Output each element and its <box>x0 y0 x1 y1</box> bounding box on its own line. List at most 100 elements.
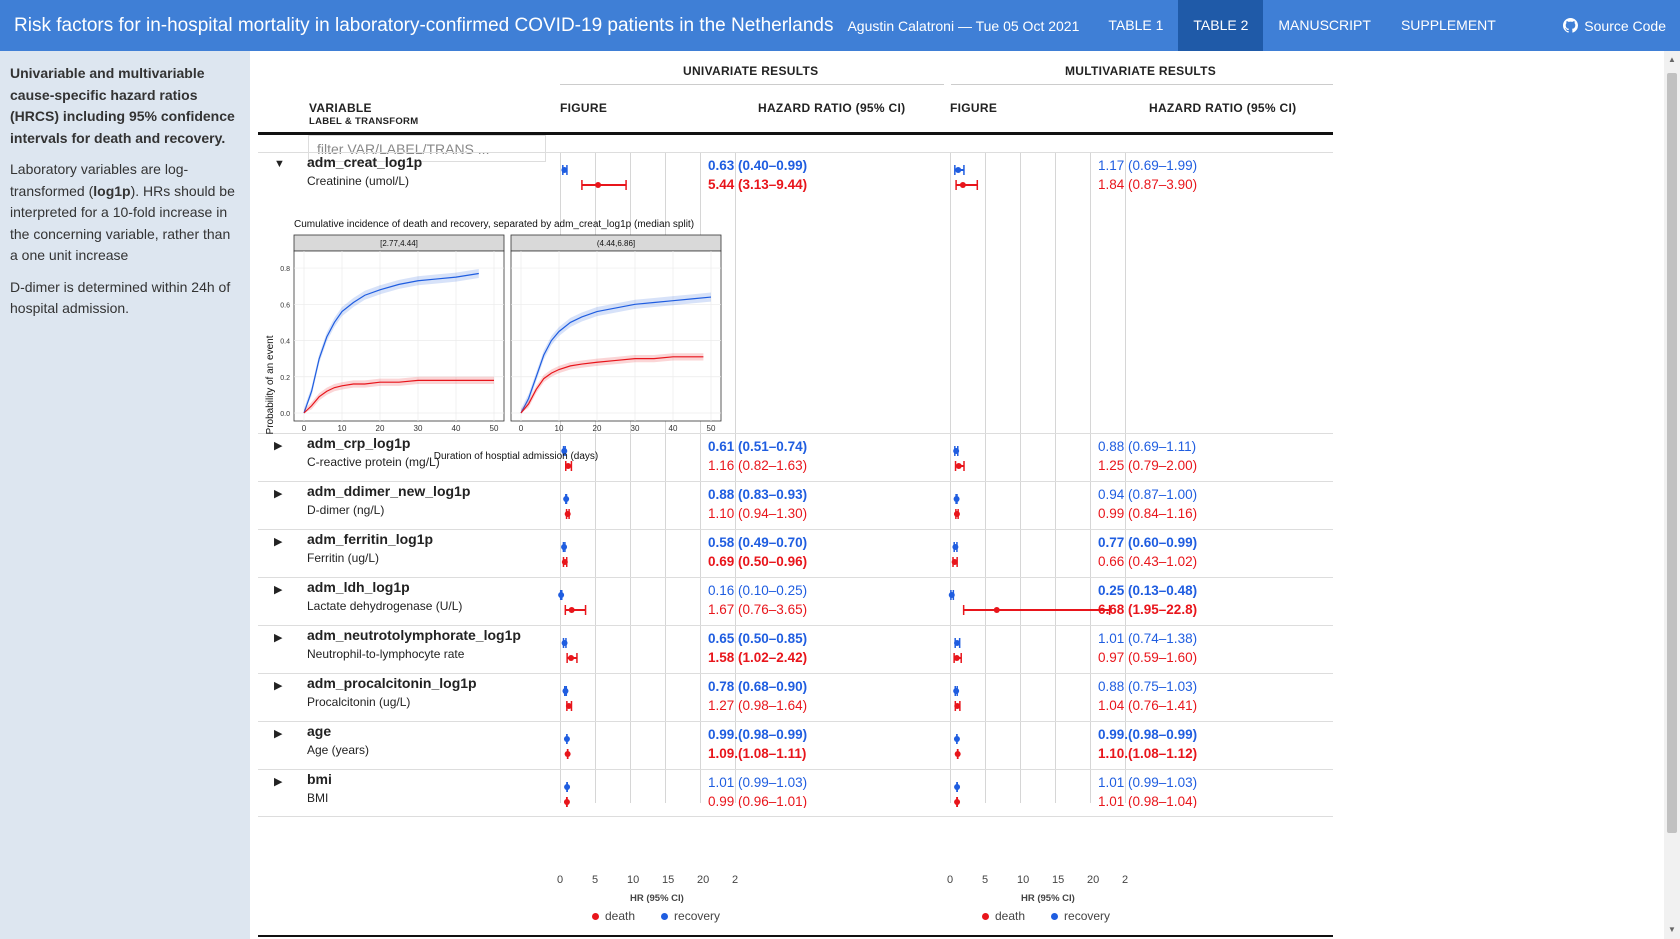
uni-death-hr: 1.16 (0.82–1.63) <box>708 458 808 473</box>
sidebar-note-pre: Laboratory variables are log-transformed… <box>10 161 189 199</box>
expand-toggle-icon[interactable]: ▶ <box>274 728 283 740</box>
nav-link-table1[interactable]: TABLE 1 <box>1108 17 1164 33</box>
uni-forest-plot <box>561 638 578 663</box>
uni-recovery-hr: 0.63 (0.40–0.99) <box>708 158 808 173</box>
expand-toggle-icon[interactable]: ▶ <box>274 776 283 788</box>
scroll-thumb[interactable] <box>1667 73 1677 833</box>
grid-line <box>1125 152 1126 803</box>
scroll-down-icon[interactable]: ▼ <box>1668 925 1676 934</box>
grid-line <box>985 152 986 803</box>
death-point <box>563 799 570 805</box>
legend-death-label: death <box>995 909 1026 923</box>
grid-line <box>950 152 951 803</box>
source-code-link[interactable]: Source Code <box>1563 18 1666 34</box>
nav-link-table2[interactable]: TABLE 2 <box>1178 0 1264 51</box>
sidebar-note-log: Laboratory variables are log-transformed… <box>10 159 240 267</box>
variable-label: Neutrophil-to-lymphocyte rate <box>307 647 465 661</box>
uni-forest-plot <box>563 494 571 519</box>
km-recovery-band <box>521 292 711 413</box>
multi-axis-tick: 15 <box>1052 874 1065 886</box>
col-header-figure-uni: FIGURE <box>560 101 608 115</box>
multi-recovery-hr: 1.01 (0.99–1.03) <box>1098 775 1198 790</box>
row-divider <box>258 529 1333 530</box>
km-death-band <box>304 376 494 413</box>
km-xlabel: Duration of hosptial admission (days) <box>434 451 599 462</box>
multi-forest-plot <box>953 446 965 471</box>
legend-recovery-label: recovery <box>1064 909 1111 923</box>
uni-axis-tick: 2 <box>732 874 739 886</box>
expand-toggle-icon[interactable]: ▶ <box>274 440 283 452</box>
km-x-tick: 10 <box>338 424 347 433</box>
variable-name: adm_ferritin_log1p <box>307 531 434 547</box>
group-divider-multi <box>951 84 1333 85</box>
recovery-point <box>563 496 570 502</box>
nav-link-manuscript[interactable]: MANUSCRIPT <box>1278 17 1371 33</box>
legend-death-dot <box>592 912 599 920</box>
legend-death-dot <box>982 912 989 920</box>
uni-death-hr: 0.99 (0.96–1.01) <box>708 794 808 808</box>
km-x-tick: 40 <box>669 424 678 433</box>
km-x-tick: 30 <box>414 424 423 433</box>
variable-label: Ferritin (ug/L) <box>307 551 380 565</box>
death-point <box>568 655 575 661</box>
death-point <box>561 559 568 565</box>
multi-death-hr: 1.01 (0.98–1.04) <box>1098 794 1198 808</box>
sidebar-note-bold: log1p <box>93 182 131 199</box>
uni-death-hr: 1.67 (0.76–3.65) <box>708 602 808 617</box>
sidebar-note-ddimer: D-dimer is determined within 24h of hosp… <box>10 278 231 317</box>
multi-recovery-hr: 0.25 (0.13–0.48) <box>1098 583 1198 598</box>
uni-forest-plot <box>562 686 573 711</box>
variable-label: Creatinine (umol/L) <box>307 174 410 188</box>
km-x-tick: 40 <box>452 424 461 433</box>
death-point <box>954 751 961 757</box>
legend-recovery-dot <box>661 912 669 920</box>
uni-recovery-hr: 0.88 (0.83–0.93) <box>708 487 808 502</box>
uni-death-hr: 1.27 (0.98–1.64) <box>708 698 808 713</box>
recovery-point <box>952 544 959 550</box>
recovery-point <box>953 496 960 502</box>
scrollbar[interactable]: ▲ ▼ <box>1664 51 1680 939</box>
collapse-toggle-icon[interactable]: ▼ <box>274 158 285 170</box>
uni-death-hr: 1.09.(1.08–1.11) <box>708 746 807 761</box>
page-title: Risk factors for in-hospital mortality i… <box>14 14 834 36</box>
multi-recovery-hr: 0.88 (0.75–1.03) <box>1098 679 1198 694</box>
grid-line <box>560 152 561 803</box>
recovery-point <box>953 688 960 694</box>
legend-uni: death recovery <box>592 909 720 923</box>
multi-death-hr: 0.99 (0.84–1.16) <box>1098 506 1198 521</box>
uni-axis-tick: 10 <box>627 874 640 886</box>
col-header-hr-uni: HAZARD RATIO (95% CI) <box>758 101 906 115</box>
variable-name: bmi <box>307 771 332 787</box>
expand-toggle-icon[interactable]: ▶ <box>274 536 283 548</box>
uni-axis-tick: 0 <box>557 874 564 886</box>
col-header-variable-sub: LABEL & TRANSFORM <box>309 116 419 127</box>
expand-toggle-icon[interactable]: ▶ <box>274 632 283 644</box>
km-recovery-line <box>303 272 479 414</box>
scroll-up-icon[interactable]: ▲ <box>1668 55 1676 64</box>
nav-link-supplement[interactable]: SUPPLEMENT <box>1400 17 1496 33</box>
km-y-tick: 0.8 <box>280 266 290 273</box>
multi-forest-plot <box>948 590 1111 615</box>
uni-forest-plot <box>561 446 573 471</box>
expand-toggle-icon[interactable]: ▶ <box>274 584 283 596</box>
recovery-point <box>561 167 568 173</box>
uni-forest-plot <box>563 734 571 759</box>
km-x-tick: 50 <box>490 424 499 433</box>
expand-toggle-icon[interactable]: ▶ <box>274 488 283 500</box>
km-x-tick: 10 <box>555 424 564 433</box>
uni-recovery-hr: 0.78 (0.68–0.90) <box>708 679 808 694</box>
grid-line <box>665 152 666 803</box>
navbar: Risk factors for in-hospital mortality i… <box>0 0 1680 51</box>
expand-toggle-icon[interactable]: ▶ <box>274 680 283 692</box>
sidebar-note-post: ). HRs should be interpreted for a 10-fo… <box>10 182 235 264</box>
filter-input[interactable] <box>308 135 546 162</box>
death-point <box>959 182 966 188</box>
group-header-multivariate: MULTIVARIATE RESULTS <box>1065 64 1217 78</box>
multi-recovery-hr: 0.99.(0.98–0.99) <box>1098 727 1198 742</box>
multi-death-hr: 1.84 (0.87–3.90) <box>1098 177 1198 192</box>
sidebar-heading: Univariable and multivariable cause-spec… <box>10 65 235 146</box>
km-y-tick: 0.6 <box>280 302 290 309</box>
row-divider <box>258 721 1333 722</box>
multi-recovery-hr: 0.88 (0.69–1.11) <box>1098 439 1197 454</box>
death-point <box>595 182 602 188</box>
